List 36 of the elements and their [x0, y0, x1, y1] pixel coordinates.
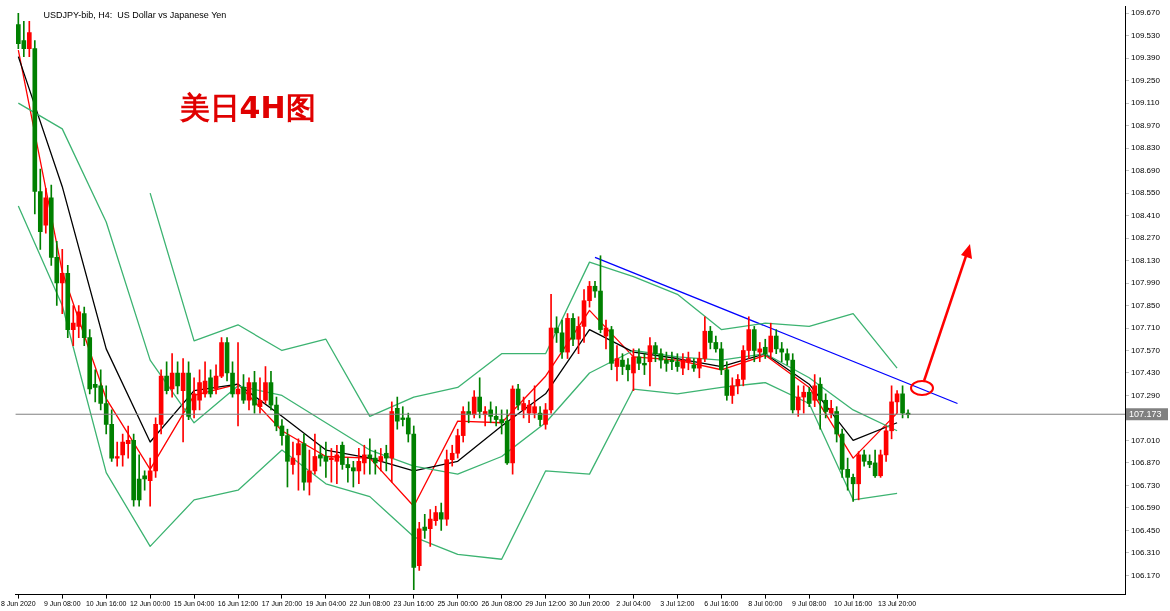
y-tick-label: 108.410	[1131, 210, 1161, 220]
candlestick	[59, 248, 65, 314]
candlestick	[383, 444, 389, 472]
y-tick-label: 109.390	[1131, 53, 1161, 63]
y-tick-label: 106.170	[1131, 570, 1161, 580]
y-tick-label: 108.830	[1131, 143, 1161, 153]
y-tick-label: 109.250	[1131, 75, 1161, 85]
y-tick-label: 106.590	[1131, 503, 1161, 513]
y-tick-label: 107.430	[1131, 368, 1161, 378]
candlestick	[372, 449, 378, 475]
candlestick	[438, 502, 444, 531]
y-tick-label: 107.290	[1131, 390, 1161, 400]
candlestick	[614, 345, 620, 382]
y-tick-label: 109.670	[1131, 8, 1161, 18]
y-tick-label: 106.310	[1131, 548, 1161, 558]
y-tick-label: 107.010	[1131, 435, 1161, 445]
y-tick-label: 107.570	[1131, 345, 1161, 355]
y-tick-label: 108.690	[1131, 165, 1161, 175]
y-tick-label: 106.730	[1131, 480, 1161, 490]
ref-line-label: 107.173	[1129, 408, 1162, 419]
candlestick	[422, 513, 428, 539]
y-tick-label: 107.990	[1131, 278, 1161, 288]
y-tick-label: 106.870	[1131, 458, 1161, 468]
y-tick-label: 107.850	[1131, 300, 1161, 310]
candlestick	[114, 441, 120, 467]
y-tick-label: 108.970	[1131, 120, 1161, 130]
y-tick-label: 108.270	[1131, 233, 1161, 243]
y-tick-label: 108.130	[1131, 255, 1161, 265]
y-tick-label: 109.110	[1131, 98, 1160, 108]
y-tick-label: 106.450	[1131, 525, 1161, 535]
y-tick-label: 109.530	[1131, 30, 1161, 40]
y-tick-label: 108.550	[1131, 188, 1161, 198]
y-tick-label: 107.710	[1131, 323, 1161, 333]
candlestick	[801, 385, 807, 414]
chart-title: USDJPY-bib, H4: US Dollar vs Japanese Yen	[43, 9, 227, 20]
text: 美日4H图	[178, 89, 316, 125]
